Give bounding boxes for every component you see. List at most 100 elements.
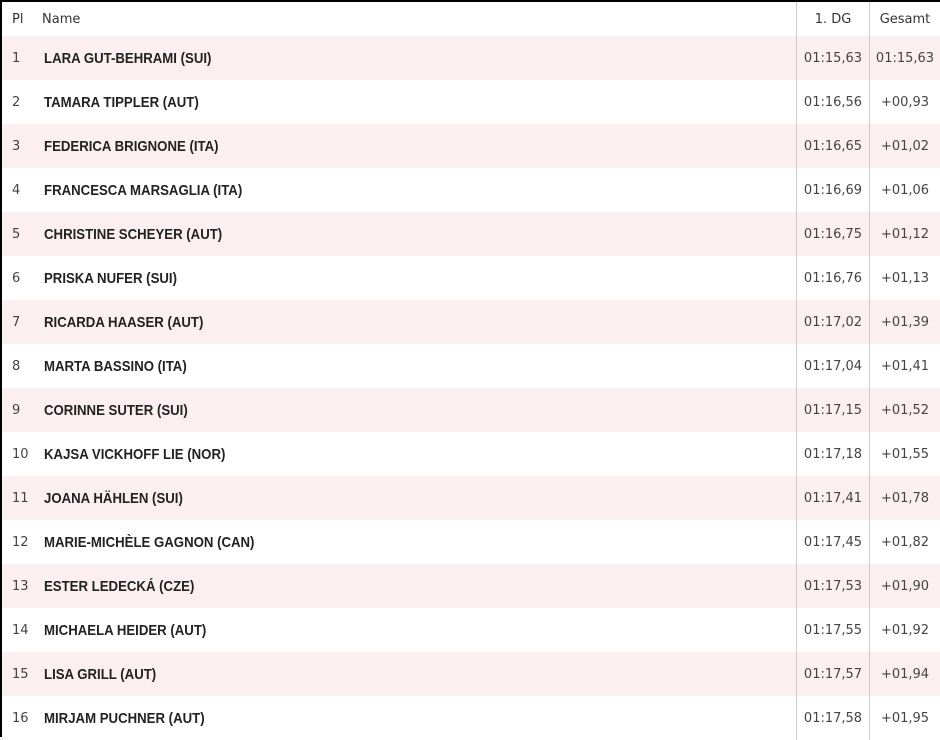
table-row: 2 TAMARA TIPPLER (AUT) 01:16,56 +00,93 xyxy=(2,80,940,124)
place-cell: 11 xyxy=(2,476,42,520)
run1-time-cell: 01:17,15 xyxy=(797,388,870,432)
place-cell: 5 xyxy=(2,212,42,256)
total-time-cell: +01,94 xyxy=(870,652,940,696)
run1-time-cell: 01:17,53 xyxy=(797,564,870,608)
place-cell: 1 xyxy=(2,36,42,80)
total-time-cell: +01,95 xyxy=(870,696,940,740)
place-cell: 2 xyxy=(2,80,42,124)
total-time-cell: +01,82 xyxy=(870,520,940,564)
run1-time-cell: 01:17,57 xyxy=(797,652,870,696)
run1-time-cell: 01:17,45 xyxy=(797,520,870,564)
place-cell: 8 xyxy=(2,344,42,388)
run1-time-cell: 01:16,75 xyxy=(797,212,870,256)
run1-time-cell: 01:17,41 xyxy=(797,476,870,520)
header-run1: 1. DG xyxy=(797,2,870,36)
place-cell: 15 xyxy=(2,652,42,696)
table-row: 5 CHRISTINE SCHEYER (AUT) 01:16,75 +01,1… xyxy=(2,212,940,256)
table-row: 11 JOANA HÄHLEN (SUI) 01:17,41 +01,78 xyxy=(2,476,940,520)
table-row: 9 CORINNE SUTER (SUI) 01:17,15 +01,52 xyxy=(2,388,940,432)
place-cell: 16 xyxy=(2,696,42,740)
place-cell: 7 xyxy=(2,300,42,344)
place-cell: 9 xyxy=(2,388,42,432)
athlete-name-cell: JOANA HÄHLEN (SUI) xyxy=(42,476,797,520)
table-row: 1 LARA GUT-BEHRAMI (SUI) 01:15,63 01:15,… xyxy=(2,36,940,80)
athlete-name: TAMARA TIPPLER (AUT) xyxy=(44,94,199,111)
total-time-cell: +01,55 xyxy=(870,432,940,476)
athlete-name: MARTA BASSINO (ITA) xyxy=(44,358,187,375)
athlete-name: RICARDA HAASER (AUT) xyxy=(44,314,203,331)
run1-time-cell: 01:16,76 xyxy=(797,256,870,300)
header-name: Name xyxy=(42,2,797,36)
athlete-name-cell: CORINNE SUTER (SUI) xyxy=(42,388,797,432)
athlete-name: KAJSA VICKHOFF LIE (NOR) xyxy=(44,446,225,463)
place-cell: 10 xyxy=(2,432,42,476)
run1-time-cell: 01:15,63 xyxy=(797,36,870,80)
athlete-name-cell: FEDERICA BRIGNONE (ITA) xyxy=(42,124,797,168)
header-total: Gesamt xyxy=(870,2,940,36)
run1-time-cell: 01:16,56 xyxy=(797,80,870,124)
place-cell: 14 xyxy=(2,608,42,652)
athlete-name: CORINNE SUTER (SUI) xyxy=(44,402,188,419)
athlete-name: LARA GUT-BEHRAMI (SUI) xyxy=(44,50,211,67)
athlete-name-cell: LARA GUT-BEHRAMI (SUI) xyxy=(42,36,797,80)
athlete-name-cell: ESTER LEDECKÁ (CZE) xyxy=(42,564,797,608)
athlete-name: PRISKA NUFER (SUI) xyxy=(44,270,177,287)
athlete-name: FRANCESCA MARSAGLIA (ITA) xyxy=(44,182,242,199)
total-time-cell: +01,02 xyxy=(870,124,940,168)
athlete-name-cell: PRISKA NUFER (SUI) xyxy=(42,256,797,300)
total-time-cell: +01,78 xyxy=(870,476,940,520)
total-time-cell: +00,93 xyxy=(870,80,940,124)
table-row: 14 MICHAELA HEIDER (AUT) 01:17,55 +01,92 xyxy=(2,608,940,652)
athlete-name: FEDERICA BRIGNONE (ITA) xyxy=(44,138,219,155)
run1-time-cell: 01:17,58 xyxy=(797,696,870,740)
athlete-name-cell: MICHAELA HEIDER (AUT) xyxy=(42,608,797,652)
table-row: 16 MIRJAM PUCHNER (AUT) 01:17,58 +01,95 xyxy=(2,696,940,740)
table-row: 4 FRANCESCA MARSAGLIA (ITA) 01:16,69 +01… xyxy=(2,168,940,212)
run1-time-cell: 01:16,69 xyxy=(797,168,870,212)
total-time-cell: +01,12 xyxy=(870,212,940,256)
place-cell: 12 xyxy=(2,520,42,564)
total-time-cell: +01,06 xyxy=(870,168,940,212)
run1-time-cell: 01:17,04 xyxy=(797,344,870,388)
athlete-name-cell: FRANCESCA MARSAGLIA (ITA) xyxy=(42,168,797,212)
table-row: 10 KAJSA VICKHOFF LIE (NOR) 01:17,18 +01… xyxy=(2,432,940,476)
athlete-name-cell: RICARDA HAASER (AUT) xyxy=(42,300,797,344)
athlete-name: MICHAELA HEIDER (AUT) xyxy=(44,622,206,639)
place-cell: 4 xyxy=(2,168,42,212)
total-time-cell: +01,41 xyxy=(870,344,940,388)
run1-time-cell: 01:16,65 xyxy=(797,124,870,168)
run1-time-cell: 01:17,18 xyxy=(797,432,870,476)
table-row: 7 RICARDA HAASER (AUT) 01:17,02 +01,39 xyxy=(2,300,940,344)
athlete-name: LISA GRILL (AUT) xyxy=(44,666,156,683)
table-header: Pl Name 1. DG Gesamt xyxy=(2,2,940,36)
total-time-cell: +01,52 xyxy=(870,388,940,432)
total-time-cell: 01:15,63 xyxy=(870,36,940,80)
athlete-name: MIRJAM PUCHNER (AUT) xyxy=(44,710,205,727)
athlete-name-cell: MARTA BASSINO (ITA) xyxy=(42,344,797,388)
table-row: 15 LISA GRILL (AUT) 01:17,57 +01,94 xyxy=(2,652,940,696)
place-cell: 6 xyxy=(2,256,42,300)
run1-time-cell: 01:17,02 xyxy=(797,300,870,344)
place-cell: 13 xyxy=(2,564,42,608)
table-row: 13 ESTER LEDECKÁ (CZE) 01:17,53 +01,90 xyxy=(2,564,940,608)
athlete-name-cell: CHRISTINE SCHEYER (AUT) xyxy=(42,212,797,256)
total-time-cell: +01,92 xyxy=(870,608,940,652)
athlete-name-cell: MARIE-MICHÈLE GAGNON (CAN) xyxy=(42,520,797,564)
header-place: Pl xyxy=(2,2,42,36)
table-row: 3 FEDERICA BRIGNONE (ITA) 01:16,65 +01,0… xyxy=(2,124,940,168)
total-time-cell: +01,39 xyxy=(870,300,940,344)
athlete-name: MARIE-MICHÈLE GAGNON (CAN) xyxy=(44,534,254,551)
table-row: 8 MARTA BASSINO (ITA) 01:17,04 +01,41 xyxy=(2,344,940,388)
athlete-name-cell: MIRJAM PUCHNER (AUT) xyxy=(42,696,797,740)
athlete-name-cell: TAMARA TIPPLER (AUT) xyxy=(42,80,797,124)
place-cell: 3 xyxy=(2,124,42,168)
table-row: 12 MARIE-MICHÈLE GAGNON (CAN) 01:17,45 +… xyxy=(2,520,940,564)
athlete-name: ESTER LEDECKÁ (CZE) xyxy=(44,578,194,595)
run1-time-cell: 01:17,55 xyxy=(797,608,870,652)
total-time-cell: +01,90 xyxy=(870,564,940,608)
total-time-cell: +01,13 xyxy=(870,256,940,300)
athlete-name-cell: KAJSA VICKHOFF LIE (NOR) xyxy=(42,432,797,476)
table-row: 6 PRISKA NUFER (SUI) 01:16,76 +01,13 xyxy=(2,256,940,300)
